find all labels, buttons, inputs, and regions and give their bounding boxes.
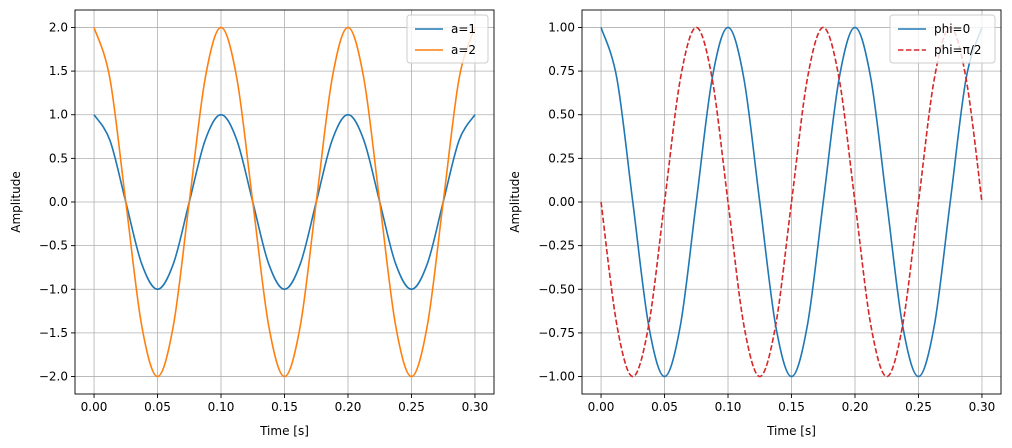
y-tick-label-0: −2.0 xyxy=(39,370,68,384)
legend-label-2: phi=π/2 xyxy=(934,43,982,57)
y-tick-label-1: −0.75 xyxy=(538,326,575,340)
y-tick-label-6: 0.50 xyxy=(548,108,575,122)
x-tick-label-1: 0.05 xyxy=(651,400,678,414)
x-tick-label-5: 0.25 xyxy=(905,400,932,414)
y-tick-label-3: −0.5 xyxy=(39,239,68,253)
x-tick-label-0: 0.00 xyxy=(81,400,108,414)
legend: phi=0 phi=π/2 xyxy=(889,14,996,64)
subplot-2: 0.00 0.05 0.10 0.15 0.20 0.25 0.30 −1.00 −0.75 −0… xyxy=(508,9,1002,438)
y-tick-label-4: 0.00 xyxy=(548,195,575,209)
legend-label-1: a=1 xyxy=(451,22,476,36)
legend-box xyxy=(406,14,489,64)
x-tick-label-1: 0.05 xyxy=(144,400,171,414)
x-tick-label-5: 0.25 xyxy=(398,400,425,414)
series-line-2 xyxy=(93,26,476,378)
y-tick-label-8: 2.0 xyxy=(49,20,68,34)
legend-label-1: phi=0 xyxy=(934,22,970,36)
y-tick-label-4: 0.0 xyxy=(49,195,68,209)
x-tick-label-3: 0.15 xyxy=(271,400,298,414)
x-tick-label-0: 0.00 xyxy=(588,400,615,414)
legend-box xyxy=(889,14,996,64)
x-tick-label-6: 0.30 xyxy=(462,400,489,414)
y-tick-label-7: 1.5 xyxy=(49,64,68,78)
legend-label-2: a=2 xyxy=(451,43,476,57)
subplot-1: 0.00 0.05 0.10 0.15 0.20 0.25 0.30 −2.0 −1.5 −1.0… xyxy=(9,9,495,438)
y-axis-label: Amplitude xyxy=(9,171,23,233)
y-axis-label: Amplitude xyxy=(508,171,522,233)
y-tick-label-2: −0.50 xyxy=(538,282,575,296)
x-tick-label-4: 0.20 xyxy=(335,400,362,414)
grid xyxy=(582,10,1001,394)
x-tick-label-3: 0.15 xyxy=(778,400,805,414)
series-line-1 xyxy=(93,113,476,291)
y-tick-label-5: 0.5 xyxy=(49,151,68,165)
y-tick-label-6: 1.0 xyxy=(49,108,68,122)
y-tick-label-7: 0.75 xyxy=(548,64,575,78)
legend: a=1 a=2 xyxy=(406,14,489,64)
y-tick-label-1: −1.5 xyxy=(39,326,68,340)
x-tick-label-2: 0.10 xyxy=(715,400,742,414)
x-tick-label-2: 0.10 xyxy=(208,400,235,414)
x-tick-label-4: 0.20 xyxy=(842,400,869,414)
y-tick-label-2: −1.0 xyxy=(39,282,68,296)
y-tick-label-3: −0.25 xyxy=(538,239,575,253)
series-line-2 xyxy=(600,26,983,378)
x-axis-label: Time [s] xyxy=(766,424,816,438)
series-line-1 xyxy=(600,26,983,378)
x-axis-label: Time [s] xyxy=(259,424,309,438)
y-tick-label-8: 1.00 xyxy=(548,20,575,34)
y-tick-label-5: 0.25 xyxy=(548,151,575,165)
y-tick-label-0: −1.00 xyxy=(538,370,575,384)
x-tick-label-6: 0.30 xyxy=(969,400,996,414)
